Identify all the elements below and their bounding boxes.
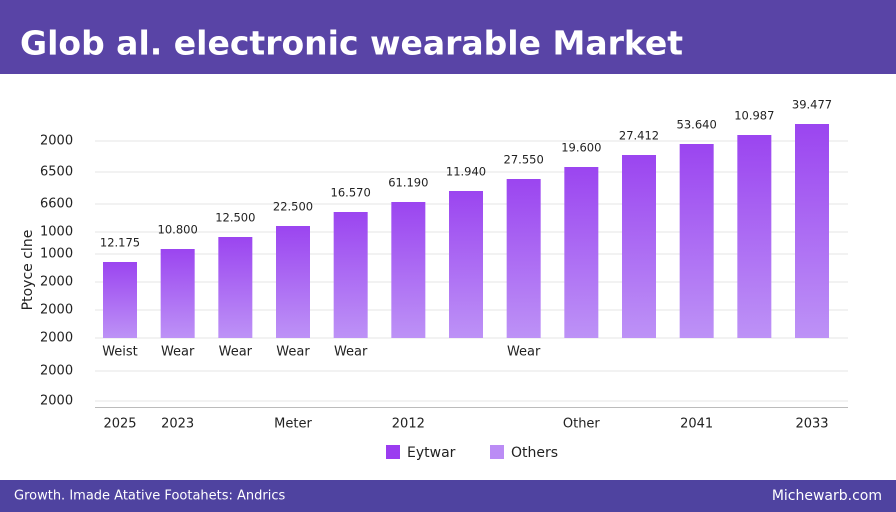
bar [449, 191, 483, 338]
x-tick-label: Other [563, 417, 601, 432]
data-annotation: 61.190 [388, 176, 428, 190]
bar [679, 144, 714, 338]
category-label: Wear [161, 345, 195, 360]
y-tick-label: 1000 [40, 247, 73, 262]
data-annotation: 12.500 [215, 211, 255, 225]
bar [160, 249, 195, 338]
bar [333, 212, 368, 338]
x-tick-label: 2025 [103, 417, 136, 432]
category-label: Wear [276, 345, 310, 360]
data-annotation: 10.987 [734, 109, 774, 123]
bar [391, 202, 426, 338]
footer-bar [0, 480, 896, 512]
y-tick-label: 6500 [40, 165, 73, 180]
data-annotation: 22.500 [273, 200, 313, 214]
legend-swatch [490, 445, 504, 459]
bar [795, 124, 829, 338]
chart-title: Glob al. electronic wearable Market [20, 24, 683, 63]
x-tick-label: 2012 [392, 417, 425, 432]
bar [622, 155, 656, 338]
y-tick-label: 2000 [40, 394, 73, 409]
x-tick-label: 2033 [795, 417, 828, 432]
category-label: Weist [102, 345, 138, 360]
x-tick-label: 2041 [680, 417, 713, 432]
category-label: Wear [334, 345, 368, 360]
x-tick-label: Meter [274, 417, 312, 432]
bar [564, 167, 599, 338]
data-annotation: 27.550 [504, 153, 544, 167]
y-tick-label: 2000 [40, 364, 73, 379]
bar [276, 226, 310, 338]
data-annotation: 53.640 [677, 118, 717, 132]
bar [506, 179, 541, 338]
y-tick-label: 2000 [40, 134, 73, 149]
bar [737, 135, 772, 338]
data-annotation: 10.800 [158, 223, 198, 237]
x-tick-label: 2023 [161, 417, 194, 432]
y-tick-label: 2000 [40, 303, 73, 318]
data-annotation: 11.940 [446, 165, 486, 179]
data-annotation: 39.477 [792, 98, 832, 112]
footer-right: Michewarb.com [772, 488, 882, 504]
y-tick-label: 2000 [40, 331, 73, 346]
footer-left: Growth. Imade Atative Footahets: Andrics [14, 489, 286, 504]
bar [103, 262, 137, 338]
category-label: Wear [219, 345, 253, 360]
data-annotation: 16.570 [331, 186, 371, 200]
data-annotation: 12.175 [100, 236, 140, 250]
data-annotation: 27.412 [619, 129, 659, 143]
category-label: Wear [507, 345, 541, 360]
y-axis-label: Ptoyce clne [20, 230, 36, 311]
y-tick-label: 2000 [40, 275, 73, 290]
data-annotation: 19.600 [561, 141, 601, 155]
bar [218, 237, 253, 338]
y-tick-label: 1000 [40, 225, 73, 240]
header-bar [0, 0, 896, 74]
legend-label: Others [511, 445, 558, 461]
legend-label: Eytwar [407, 445, 456, 461]
legend-swatch [386, 445, 400, 459]
y-tick-label: 6600 [40, 197, 73, 212]
